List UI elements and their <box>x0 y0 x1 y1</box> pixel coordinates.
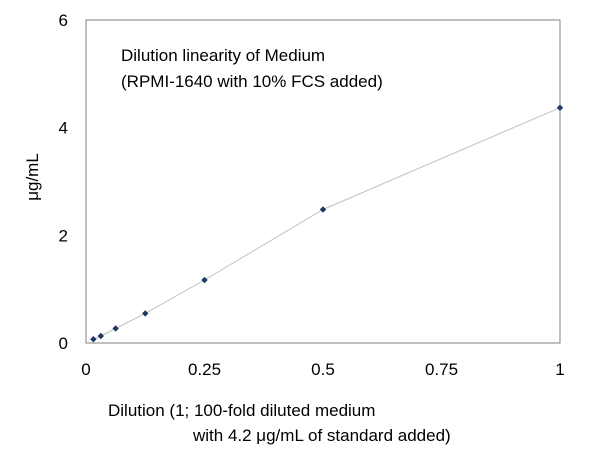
series-line <box>93 107 561 340</box>
x-tick-label: 1 <box>555 360 564 379</box>
x-tick-label: 0.5 <box>311 360 335 379</box>
y-tick-label: 6 <box>59 11 68 30</box>
data-point <box>90 336 97 343</box>
x-axis-label-line-2: with 4.2 μg/mL of standard added) <box>192 426 451 445</box>
x-axis-label-line-1: Dilution (1; 100-fold diluted medium <box>108 401 375 420</box>
x-tick-label: 0.75 <box>425 360 458 379</box>
data-points <box>90 104 564 343</box>
data-point <box>142 310 149 317</box>
data-point <box>319 206 327 213</box>
data-point <box>112 325 119 332</box>
plot-area-border <box>85 19 561 344</box>
chart-annotation-line-2: (RPMI-1640 with 10% FCS added) <box>121 72 383 91</box>
y-tick-label: 4 <box>59 119 68 138</box>
y-tick-label: 0 <box>59 334 68 353</box>
y-tick-label: 2 <box>59 226 68 245</box>
x-tick-label: 0 <box>81 360 90 379</box>
data-point <box>97 332 105 340</box>
y-axis-ticks: 0 2 4 6 <box>59 11 68 353</box>
x-axis-ticks: 0 0.25 0.5 0.75 1 <box>81 360 564 379</box>
y-axis-label: μg/mL <box>23 153 42 201</box>
data-point <box>201 276 208 284</box>
chart-annotation-line-1: Dilution linearity of Medium <box>121 46 325 65</box>
x-tick-label: 0.25 <box>188 360 221 379</box>
data-point <box>556 104 564 111</box>
